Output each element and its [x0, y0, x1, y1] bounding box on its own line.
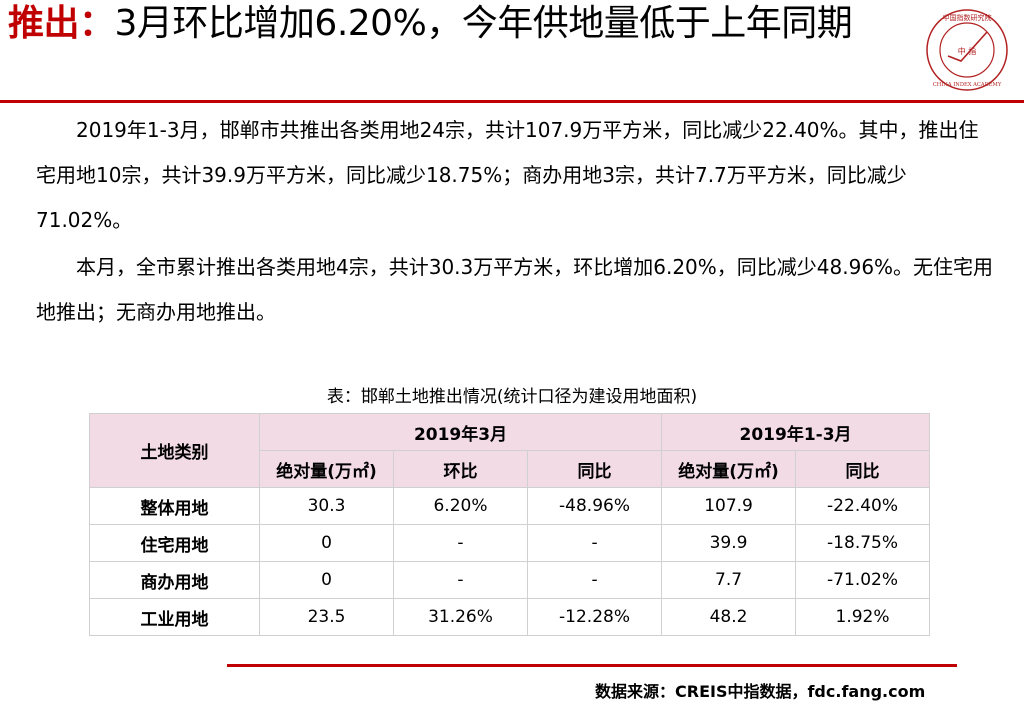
cell-month-abs: 0 — [259, 561, 394, 599]
footer-divider — [227, 664, 957, 667]
logo-top-text: 中国指数研究院 — [943, 13, 992, 22]
paragraph-month-summary: 本月，全市累计推出各类用地4宗，共计30.3万平方米，环比增加6.20%，同比减… — [36, 255, 994, 324]
cell-ytd-abs: 107.9 — [661, 487, 797, 525]
table-row: 商办用地 0 - - 7.7 -71.02% — [89, 561, 931, 599]
data-source-note: 数据来源：CREIS中指数据，fdc.fang.com — [595, 682, 926, 701]
cell-month-abs: 30.3 — [259, 487, 394, 525]
cell-ytd-yoy: 1.92% — [795, 598, 931, 636]
cell-month-mom: - — [393, 561, 528, 599]
table-row: 住宅用地 0 - - 39.9 -18.75% — [89, 524, 931, 562]
title-keyword: 推出： — [8, 3, 115, 44]
row-label: 工业用地 — [89, 598, 260, 636]
land-supply-table: 土地类别 2019年3月 2019年1-3月 绝对量(万㎡) 环比 同比 绝对量… — [89, 413, 931, 636]
logo-bottom-text: CHINA INDEX ACADEMY — [933, 82, 1002, 88]
cell-month-mom: 6.20% — [393, 487, 528, 525]
header-month-abs: 绝对量(万㎡) — [259, 450, 394, 488]
title-text: 3月环比增加6.20%，今年供地量低于上年同期 — [114, 3, 853, 44]
header-ytd-abs: 绝对量(万㎡) — [661, 450, 797, 488]
cell-ytd-abs: 7.7 — [661, 561, 797, 599]
table-caption: 表：邯郸土地推出情况(统计口径为建设用地面积) — [326, 387, 698, 407]
row-label: 住宅用地 — [89, 524, 260, 562]
header-month-yoy: 同比 — [526, 450, 663, 488]
cell-month-abs: 0 — [259, 524, 394, 562]
cell-month-mom: - — [393, 524, 528, 562]
cell-ytd-yoy: -71.02% — [795, 561, 931, 599]
slide-title: 推出：3月环比增加6.20%，今年供地量低于上年同期 — [8, 2, 888, 46]
china-index-academy-logo: 中国指数研究院 中 指 CHINA INDEX ACADEMY — [926, 9, 1008, 91]
cell-month-yoy: -48.96% — [526, 487, 663, 525]
header-group-month: 2019年3月 — [258, 413, 663, 451]
cell-ytd-yoy: -18.75% — [795, 524, 931, 562]
logo-center-text: 中 指 — [958, 46, 977, 56]
cell-month-abs: 23.5 — [259, 598, 394, 636]
header-group-ytd: 2019年1-3月 — [661, 413, 931, 451]
header-ytd-yoy: 同比 — [795, 450, 931, 488]
row-label: 整体用地 — [89, 487, 260, 525]
cell-month-yoy: -12.28% — [526, 598, 663, 636]
cell-month-yoy: - — [526, 561, 663, 599]
cell-month-yoy: - — [526, 524, 663, 562]
cell-month-mom: 31.26% — [393, 598, 528, 636]
cell-ytd-abs: 39.9 — [661, 524, 797, 562]
table-row: 整体用地 30.3 6.20% -48.96% 107.9 -22.40% — [89, 487, 931, 525]
header-month-mom: 环比 — [393, 450, 528, 488]
paragraph-ytd-summary: 2019年1-3月，邯郸市共推出各类用地24宗，共计107.9万平方米，同比减少… — [36, 118, 979, 232]
header-category: 土地类别 — [89, 413, 260, 488]
cell-ytd-yoy: -22.40% — [795, 487, 931, 525]
title-divider — [0, 100, 1024, 103]
cell-ytd-abs: 48.2 — [661, 598, 797, 636]
row-label: 商办用地 — [89, 561, 260, 599]
table-row: 工业用地 23.5 31.26% -12.28% 48.2 1.92% — [89, 598, 931, 636]
